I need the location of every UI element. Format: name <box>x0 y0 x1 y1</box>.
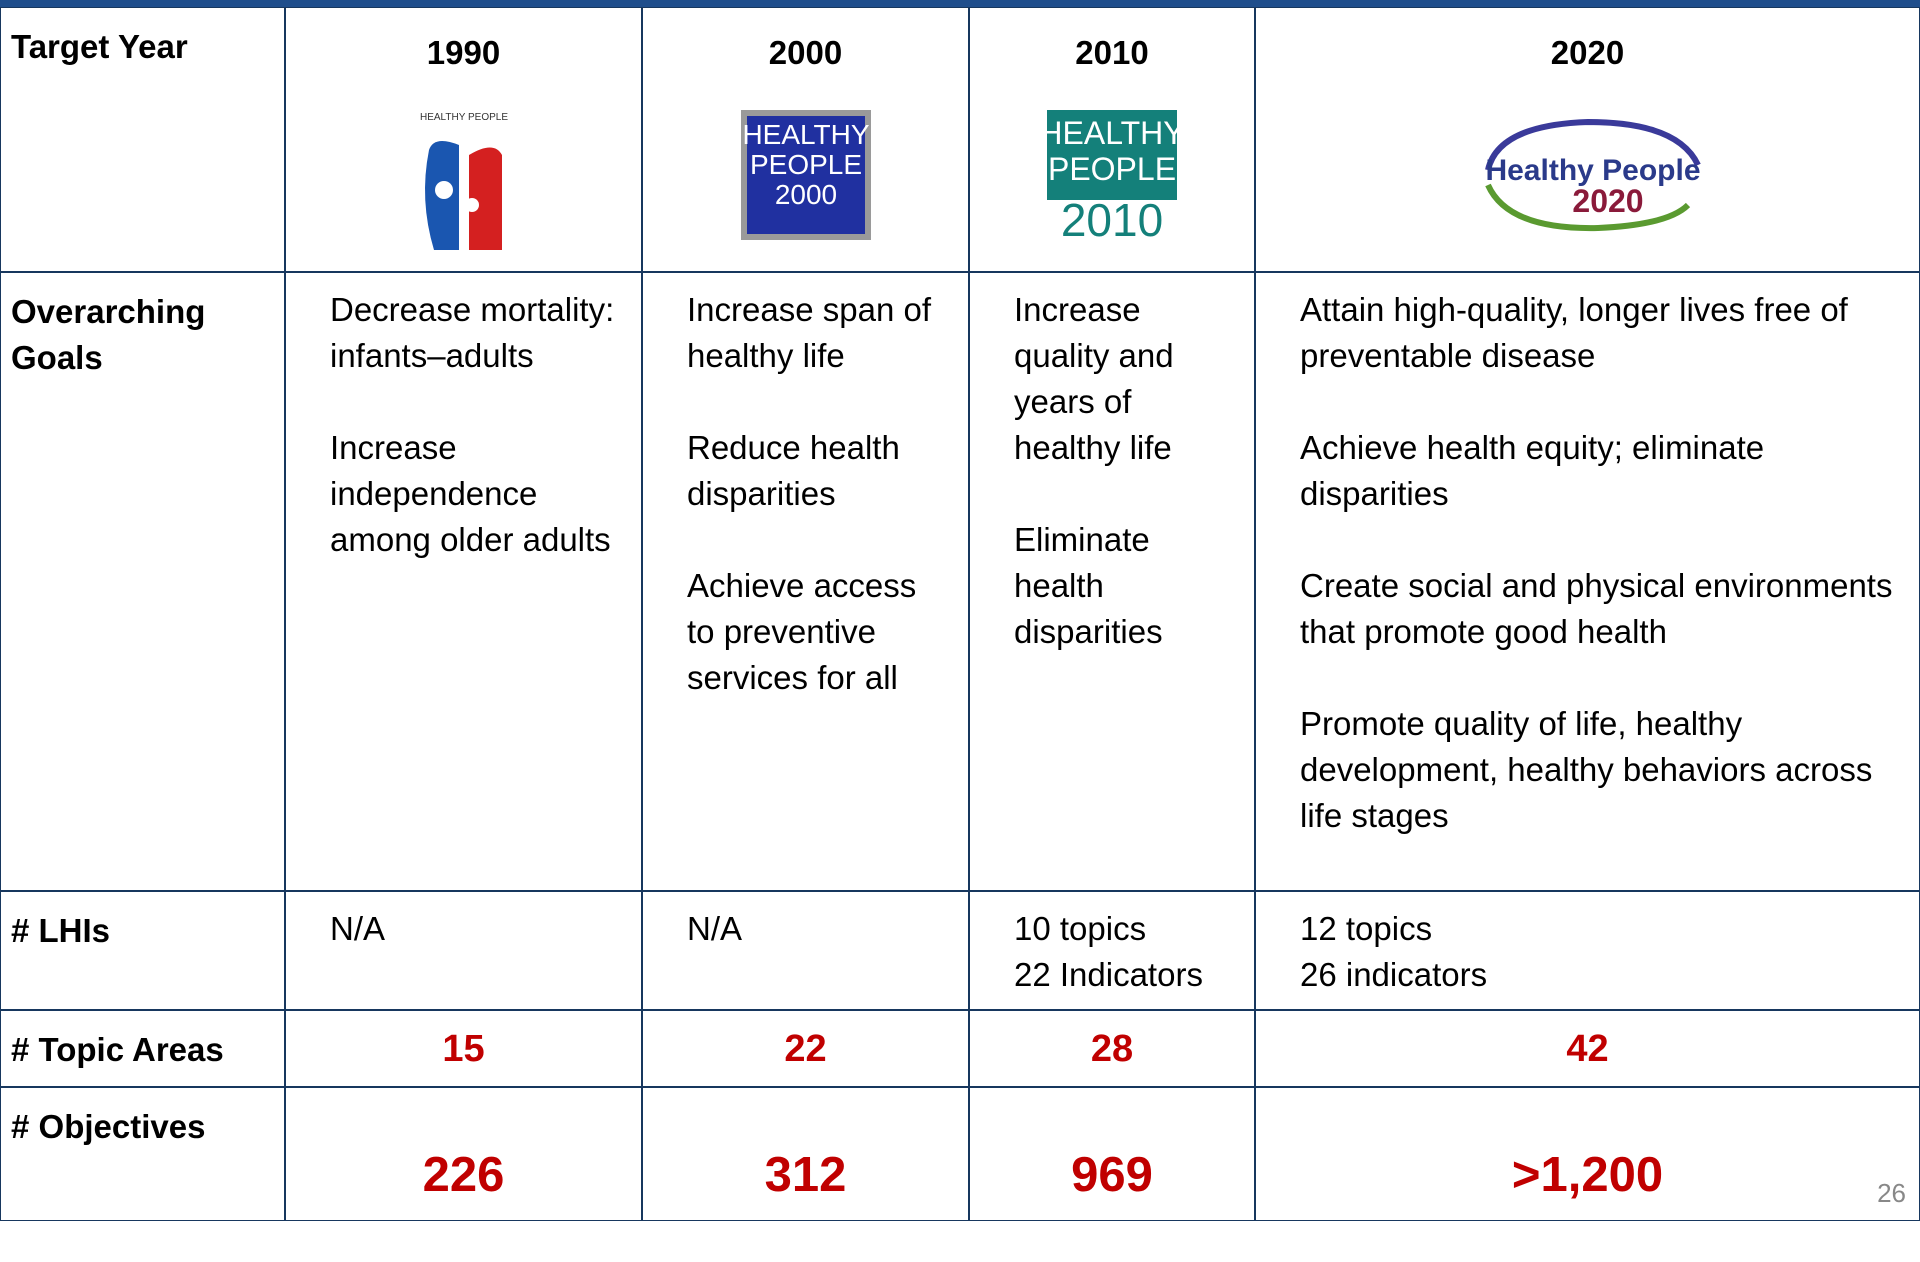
top-strip <box>0 0 1920 7</box>
number: >1,200 <box>1512 1148 1663 1202</box>
logo: HEALTHY PEOPLE <box>414 110 514 250</box>
table-cell: Attain high-quality, longer lives free o… <box>1255 272 1920 891</box>
cell-text: N/A <box>687 906 948 952</box>
table-cell: Increase span of healthy life Reduce heal… <box>642 272 969 891</box>
row-label: # LHIs <box>0 891 285 1010</box>
page-number: 26 <box>1877 1178 1906 1209</box>
logo-shape <box>435 181 453 199</box>
cell-text: 26 indicators <box>1300 952 1899 998</box>
cell-text: Create social and physical environments … <box>1300 563 1899 655</box>
number: 28 <box>1091 1028 1133 1070</box>
cell-text: Reduce health disparities <box>687 425 948 517</box>
table-cell: 42 <box>1255 1010 1920 1087</box>
table-cell: >1,200 <box>1255 1087 1920 1221</box>
cell-text: Increase span of healthy life <box>687 287 948 379</box>
number: 42 <box>1566 1028 1608 1070</box>
logo-text: PEOPLE <box>1048 151 1176 187</box>
row-label: # Topic Areas <box>0 1010 285 1087</box>
logo-text: HEALTHY <box>1047 115 1177 151</box>
logo-text: HEALTHY <box>742 119 869 150</box>
table-cell: 226 <box>285 1087 642 1221</box>
number: 15 <box>442 1028 484 1070</box>
logo-text: 2010 <box>1061 194 1163 240</box>
row-label: Overarching Goals <box>0 272 285 891</box>
cell-text: Attain high-quality, longer lives free o… <box>1300 287 1899 379</box>
logo-text: 2000 <box>774 179 836 210</box>
cell-text: Increase quality and years of healthy li… <box>1014 287 1234 471</box>
number: 312 <box>765 1148 847 1202</box>
cell-text: Promote quality of life, healthy develop… <box>1300 701 1899 839</box>
table-cell: N/A <box>642 891 969 1010</box>
row-label: # Objectives <box>0 1087 285 1221</box>
cell-text: 22 Indicators <box>1014 952 1234 998</box>
number: 226 <box>423 1148 505 1202</box>
table-cell: N/A <box>285 891 642 1010</box>
number: 22 <box>784 1028 826 1070</box>
cell-text: Increase independence among older adults <box>330 425 621 563</box>
row-label: Target Year <box>0 7 285 272</box>
table-cell: 969 <box>969 1087 1255 1221</box>
cell-text: Decrease mortality: infants–adults <box>330 287 621 379</box>
cell-text: 12 topics <box>1300 906 1899 952</box>
number: 969 <box>1071 1148 1153 1202</box>
logo-text: HEALTHY PEOPLE <box>420 112 508 123</box>
table-cell: Decrease mortality: infants–adults Increa… <box>285 272 642 891</box>
logo-text: PEOPLE <box>749 149 861 180</box>
cell-text: Achieve access to preventive services fo… <box>687 563 948 701</box>
cell-text: Eliminate health disparities <box>1014 517 1234 655</box>
table-cell: Increase quality and years of healthy li… <box>969 272 1255 891</box>
cell-text: N/A <box>330 906 621 952</box>
cell-text: Achieve health equity; eliminate dispari… <box>1300 425 1899 517</box>
table-cell: 28 <box>969 1010 1255 1087</box>
logo-text: 2020 <box>1572 183 1643 219</box>
cell-text: 10 topics <box>1014 906 1234 952</box>
table-cell: 22 <box>642 1010 969 1087</box>
logo-shape <box>465 198 479 212</box>
table-cell: 15 <box>285 1010 642 1087</box>
table-cell: 312 <box>642 1087 969 1221</box>
